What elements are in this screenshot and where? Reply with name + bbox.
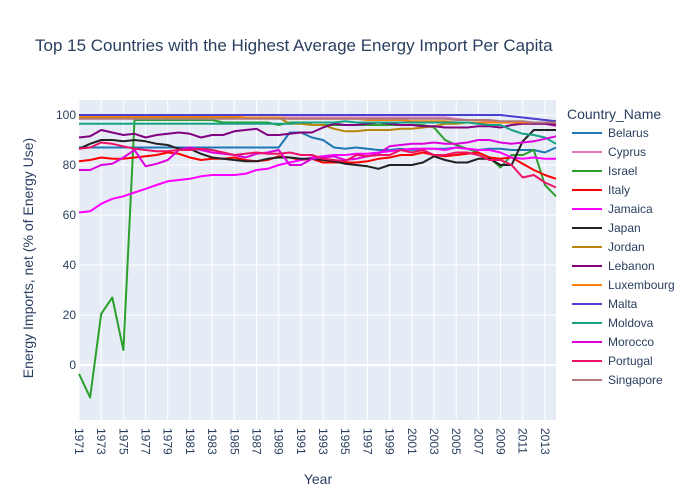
series-line-morocco[interactable] xyxy=(79,135,557,171)
x-tick-label: 1993 xyxy=(316,428,330,455)
legend-label: Malta xyxy=(608,297,638,311)
series-line-portugal[interactable] xyxy=(78,141,557,189)
x-tick-label: 2009 xyxy=(494,428,508,455)
legend-item-japan[interactable]: Japan xyxy=(572,221,641,235)
series-line-singapore[interactable] xyxy=(79,117,556,124)
legend[interactable]: Country_Name Belarus Cyprus Israel Italy Jam… xyxy=(567,106,675,387)
x-tick-label: 2005 xyxy=(449,428,463,455)
x-tick-label: 1999 xyxy=(383,428,397,455)
y-tick-label: 20 xyxy=(63,308,77,322)
legend-item-malta[interactable]: Malta xyxy=(572,297,638,311)
legend-label: Italy xyxy=(608,183,630,197)
legend-item-italy[interactable]: Italy xyxy=(572,183,630,197)
y-tick-label: 80 xyxy=(63,158,77,172)
y-axis-label: Energy Imports, net (% of Energy Use) xyxy=(20,138,36,378)
y-tick-label: 100 xyxy=(56,108,76,122)
legend-item-israel[interactable]: Israel xyxy=(572,164,637,178)
x-tick-label: 1997 xyxy=(360,428,374,455)
legend-item-singapore[interactable]: Singapore xyxy=(572,373,663,387)
x-tick-label: 1985 xyxy=(227,428,241,455)
series-line-italy[interactable] xyxy=(78,151,557,180)
legend-item-portugal[interactable]: Portugal xyxy=(572,354,653,368)
legend-item-morocco[interactable]: Morocco xyxy=(572,335,654,349)
x-tick-label: 1987 xyxy=(249,428,263,455)
x-tick-label: 1977 xyxy=(139,428,153,455)
x-tick-label: 2011 xyxy=(516,428,530,454)
x-tick-label: 2007 xyxy=(471,428,485,455)
x-tick-label: 1973 xyxy=(94,428,108,455)
x-tick-label: 2013 xyxy=(538,428,552,455)
x-tick-label: 1983 xyxy=(205,428,219,455)
legend-label: Moldova xyxy=(608,316,654,330)
legend-item-luxembourg[interactable]: Luxembourg xyxy=(572,278,675,292)
y-axis: 0 20 40 60 80 100 xyxy=(56,108,76,372)
legend-label: Cyprus xyxy=(608,145,646,159)
x-tick-label: 1991 xyxy=(294,428,308,455)
legend-label: Singapore xyxy=(608,373,663,387)
x-tick-label: 2001 xyxy=(405,428,419,455)
legend-label: Jamaica xyxy=(608,202,653,216)
legend-item-jamaica[interactable]: Jamaica xyxy=(572,202,653,216)
x-tick-label: 1995 xyxy=(338,428,352,455)
legend-label: Israel xyxy=(608,164,637,178)
legend-title: Country_Name xyxy=(567,106,661,122)
legend-item-moldova[interactable]: Moldova xyxy=(572,316,654,330)
chart-title: Top 15 Countries with the Highest Averag… xyxy=(35,36,553,55)
x-tick-label: 1981 xyxy=(183,428,197,455)
legend-item-jordan[interactable]: Jordan xyxy=(572,240,645,254)
legend-label: Belarus xyxy=(608,126,649,140)
x-tick-label: 2003 xyxy=(427,428,441,455)
legend-item-lebanon[interactable]: Lebanon xyxy=(572,259,655,273)
legend-label: Japan xyxy=(608,221,641,235)
legend-label: Morocco xyxy=(608,335,654,349)
series-line-moldova[interactable] xyxy=(79,120,557,145)
series-line-japan[interactable] xyxy=(78,129,556,170)
legend-label: Jordan xyxy=(608,240,645,254)
series-lines xyxy=(78,114,557,399)
x-axis-label: Year xyxy=(304,471,333,487)
x-axis: 1971 1973 1975 1977 1979 1981 1983 1985 1987 1989… xyxy=(72,428,552,455)
y-tick-label: 0 xyxy=(69,358,76,372)
legend-label: Lebanon xyxy=(608,259,655,273)
series-line-lebanon[interactable] xyxy=(78,121,557,139)
legend-item-cyprus[interactable]: Cyprus xyxy=(572,145,646,159)
x-tick-label: 1979 xyxy=(161,428,175,455)
legend-item-belarus[interactable]: Belarus xyxy=(572,126,649,140)
legend-label: Luxembourg xyxy=(608,278,675,292)
x-tick-label: 1975 xyxy=(116,428,130,455)
y-tick-label: 40 xyxy=(63,258,77,272)
x-tick-label: 1971 xyxy=(72,428,86,455)
y-tick-label: 60 xyxy=(63,208,77,222)
x-tick-label: 1989 xyxy=(272,428,286,455)
legend-label: Portugal xyxy=(608,354,653,368)
series-line-malta[interactable] xyxy=(79,114,557,123)
